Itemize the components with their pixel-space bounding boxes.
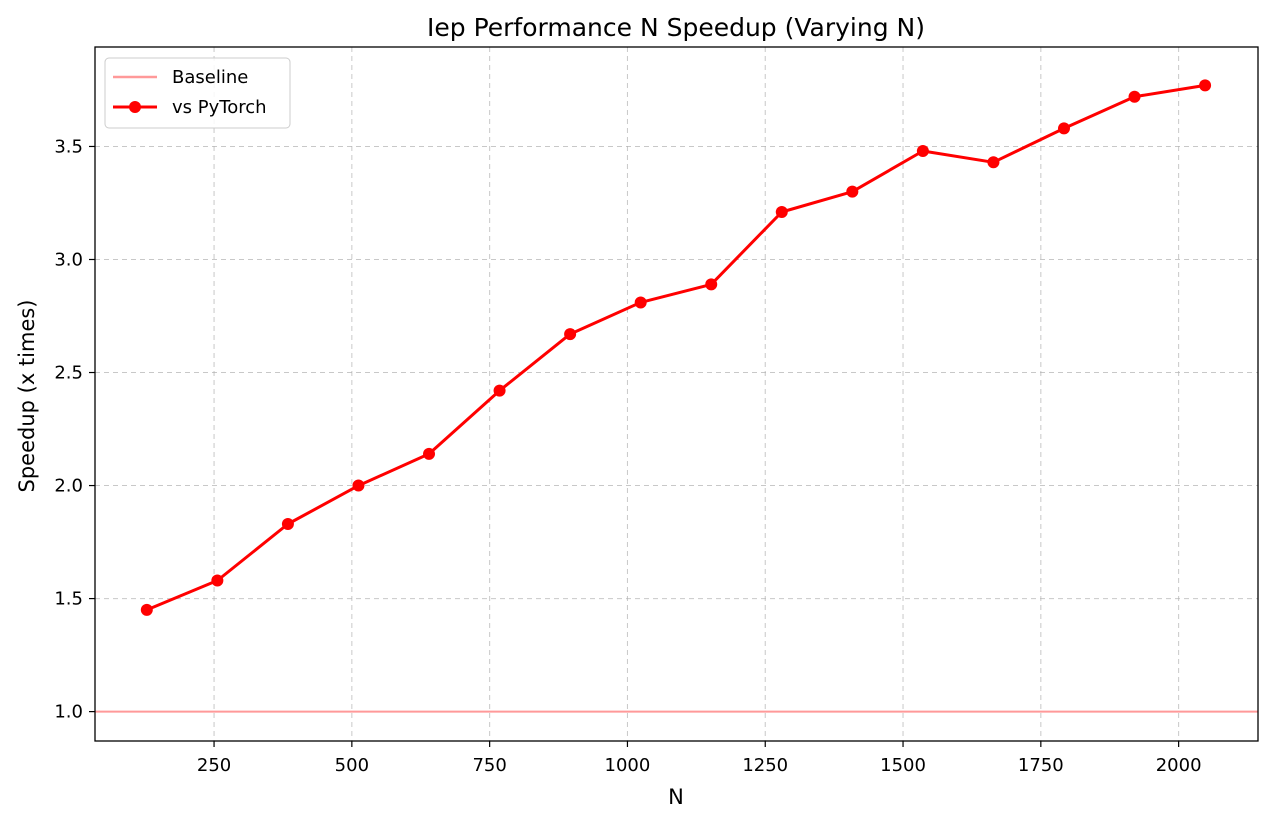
data-point	[1128, 90, 1141, 103]
y-tick-label: 1.5	[54, 589, 83, 610]
legend: Baseline vs PyTorch	[104, 57, 291, 129]
data-point	[352, 479, 365, 492]
grid	[95, 47, 1258, 741]
data-point	[775, 206, 788, 219]
x-axis-label: N	[668, 785, 684, 809]
data-point	[634, 296, 647, 309]
legend-series-label: vs PyTorch	[172, 97, 267, 118]
y-axis-label: Speedup (x times)	[15, 299, 39, 492]
series-line	[146, 83, 1206, 612]
legend-box	[104, 57, 291, 129]
y-axis-ticks: 1.0 1.5 2.0 2.5 3.0 3.5	[54, 136, 95, 723]
x-tick-label: 1250	[742, 755, 788, 776]
data-point	[493, 384, 506, 397]
legend-baseline-label: Baseline	[172, 67, 248, 88]
data-point	[564, 328, 577, 341]
y-tick-label: 3.0	[54, 249, 83, 270]
plot-frame	[94, 46, 1259, 742]
data-point	[1057, 122, 1070, 135]
x-tick-label: 2000	[1156, 755, 1202, 776]
x-tick-label: 250	[197, 755, 231, 776]
data-point	[846, 185, 859, 198]
data-point	[423, 447, 436, 460]
y-tick-label: 2.5	[54, 363, 83, 384]
data-point	[1199, 79, 1212, 92]
x-tick-label: 1000	[605, 755, 651, 776]
data-point	[916, 144, 929, 157]
legend-series-marker	[129, 101, 141, 113]
data-point	[987, 156, 1000, 169]
x-tick-label: 1500	[880, 755, 926, 776]
x-tick-label: 1750	[1018, 755, 1064, 776]
x-tick-label: 500	[335, 755, 369, 776]
data-point	[211, 574, 224, 587]
x-tick-label: 750	[472, 755, 506, 776]
x-axis-ticks: 250 500 750 1000 1250 1500 1750 2000	[197, 741, 1202, 776]
data-point	[140, 603, 153, 616]
y-tick-label: 1.0	[54, 702, 83, 723]
series-layer	[140, 79, 1212, 616]
chart-title: Iep Performance N Speedup (Varying N)	[427, 13, 925, 42]
y-tick-label: 3.5	[54, 136, 83, 157]
data-point	[281, 517, 294, 530]
y-tick-label: 2.0	[54, 476, 83, 497]
data-point	[705, 278, 718, 291]
